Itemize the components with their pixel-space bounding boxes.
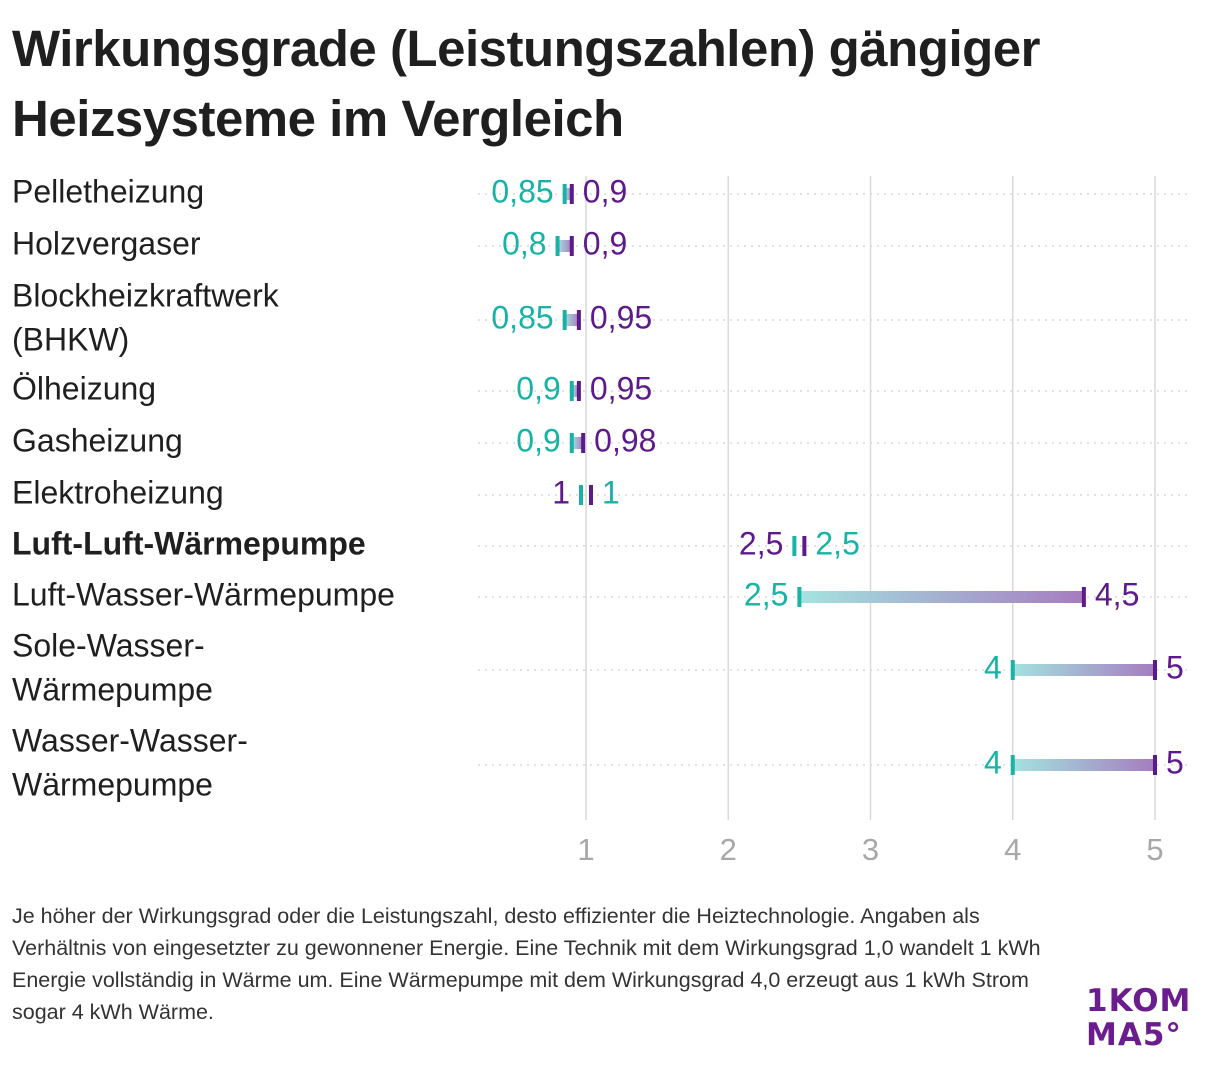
chart-rows: Pelletheizung 0,85 0,9 Holzvergaser 0,8 0,9 Bl… (12, 173, 1190, 802)
max-value-label: 5 (1166, 744, 1184, 780)
logo-line-2: MA5° (1086, 1017, 1182, 1053)
row-4: Gasheizung 0,9 0,98 (12, 422, 1190, 458)
min-marker (562, 184, 567, 204)
max-value-label: 0,9 (583, 173, 627, 209)
row-1: Holzvergaser 0,8 0,9 (12, 225, 1190, 261)
range-bar (557, 240, 572, 252)
min-value-label: 4 (984, 649, 1002, 685)
max-marker (569, 236, 574, 256)
range-chart: Pelletheizung 0,85 0,9 Holzvergaser 0,8 0,9 Bl… (12, 173, 1190, 867)
footnote: Je höher der Wirkungsgrad oder die Leist… (12, 904, 1041, 1024)
range-bar (799, 591, 1084, 603)
x-tick-label: 1 (577, 832, 594, 867)
category-label: Gasheizung (12, 422, 183, 458)
max-value-label: 0,95 (590, 370, 652, 406)
min-value-label: 0,9 (516, 370, 560, 406)
row-2: Blockheizkraftwerk (BHKW) 0,85 0,95 (12, 277, 1190, 357)
category-label: Pelletheizung (12, 173, 204, 209)
max-marker (1153, 660, 1157, 680)
min-marker (797, 587, 802, 607)
min-value-label: 0,85 (491, 173, 553, 209)
category-label: Wasser-Wasser-Wärmepumpe (12, 722, 248, 802)
category-label: Luft-Luft-Wärmepumpe (12, 525, 366, 561)
max-marker (576, 310, 581, 330)
max-value-label: 4,5 (1095, 576, 1139, 612)
category-label: Sole-Wasser-Wärmepumpe (12, 627, 213, 707)
max-value-label: 5 (1166, 649, 1184, 685)
logo-line-1: 1KOM (1086, 983, 1192, 1019)
row-6: Luft-Luft-Wärmepumpe 2,5 2,5 (12, 525, 1190, 561)
min-value-label: 1 (552, 474, 570, 510)
row-9: Wasser-Wasser-Wärmepumpe 4 5 (12, 722, 1190, 802)
min-value-label: 0,8 (502, 225, 546, 261)
min-marker (562, 310, 567, 330)
row-0: Pelletheizung 0,85 0,9 (12, 173, 1190, 209)
row-8: Sole-Wasser-Wärmepumpe 4 5 (12, 627, 1190, 707)
max-marker (581, 433, 586, 453)
max-marker (569, 184, 574, 204)
max-value-label: 2,5 (815, 525, 859, 561)
min-value-label: 4 (984, 744, 1002, 780)
range-bar (564, 314, 579, 326)
range-bar (1012, 664, 1155, 676)
max-value-label: 0,98 (594, 422, 656, 458)
min-value-label: 0,85 (491, 299, 553, 335)
min-marker (1010, 660, 1015, 680)
grid-lines (585, 176, 1156, 820)
row-7: Luft-Wasser-Wärmepumpe 2,5 4,5 (12, 576, 1190, 612)
x-tick-label: 5 (1146, 832, 1163, 867)
category-label: Blockheizkraftwerk (BHKW) (12, 277, 280, 357)
row-5: Elektroheizung 1 1 (12, 474, 1190, 510)
x-tick-label: 3 (862, 832, 879, 867)
min-value-label: 0,9 (516, 422, 560, 458)
range-bar (571, 437, 584, 449)
min-value-label: 2,5 (739, 525, 783, 561)
min-marker (792, 536, 797, 556)
max-marker (1081, 587, 1086, 607)
range-bar (564, 188, 572, 200)
min-value-label: 2,5 (744, 576, 788, 612)
max-value-label: 0,95 (590, 299, 652, 335)
category-label: Luft-Wasser-Wärmepumpe (12, 576, 395, 612)
range-bar (1012, 759, 1155, 771)
category-label: Elektroheizung (12, 474, 224, 510)
row-3: Ölheizung 0,9 0,95 (12, 370, 1190, 406)
x-tick-label: 2 (720, 832, 737, 867)
max-marker (589, 485, 593, 505)
min-marker (569, 381, 574, 401)
x-tick-label: 4 (1004, 832, 1021, 867)
category-label: Holzvergaser (12, 225, 201, 261)
max-value-label: 0,9 (583, 225, 627, 261)
range-bar (571, 385, 579, 397)
max-marker (1153, 755, 1157, 775)
category-label: Ölheizung (12, 370, 156, 406)
min-marker (569, 433, 574, 453)
max-value-label: 1 (602, 474, 620, 510)
brand-logo: 1KOM MA5° (1086, 984, 1201, 1052)
x-axis-ticks: 1 2 3 4 5 (577, 832, 1163, 867)
min-marker (555, 236, 560, 256)
min-marker (579, 485, 583, 505)
max-marker (576, 381, 581, 401)
max-marker (802, 536, 807, 556)
min-marker (1010, 755, 1015, 775)
chart-title: Wirkungsgrade (Leistungszahlen) gängiger… (12, 20, 1041, 147)
